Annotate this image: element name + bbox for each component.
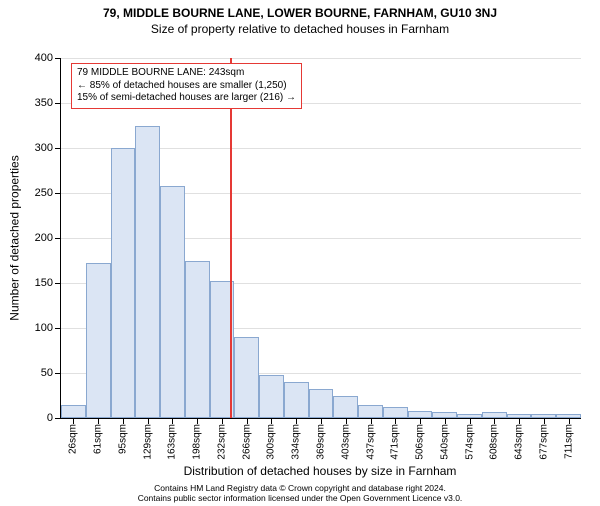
x-tick-label: 369sqm: [316, 424, 327, 460]
x-tick-label: 540sqm: [439, 424, 450, 460]
x-tick-label: 232sqm: [216, 424, 227, 460]
y-tick-label: 250: [35, 187, 61, 199]
annotation-line: ← 85% of detached houses are smaller (1,…: [77, 80, 296, 93]
annotation-line: 79 MIDDLE BOURNE LANE: 243sqm: [77, 67, 296, 80]
histogram-bar: [185, 261, 210, 419]
annotation-line: 15% of semi-detached houses are larger (…: [77, 92, 296, 105]
histogram-bar: [333, 396, 358, 419]
histogram-bar: [309, 389, 334, 418]
histogram-chart: 05010015020025030035040026sqm61sqm95sqm1…: [60, 58, 581, 419]
histogram-bar: [160, 186, 185, 418]
x-tick-label: 506sqm: [415, 424, 426, 460]
footer-attribution: Contains HM Land Registry data © Crown c…: [4, 484, 596, 504]
histogram-bar: [259, 375, 284, 418]
y-tick-label: 300: [35, 142, 61, 154]
y-tick-label: 350: [35, 97, 61, 109]
y-tick-label: 50: [41, 367, 61, 379]
x-tick-label: 711sqm: [563, 424, 574, 459]
y-tick-label: 200: [35, 232, 61, 244]
histogram-bar: [358, 405, 383, 419]
histogram-bar: [61, 405, 86, 419]
x-tick-label: 129sqm: [142, 424, 153, 460]
histogram-bar: [111, 148, 136, 418]
x-tick-label: 403sqm: [340, 424, 351, 460]
x-tick-label: 26sqm: [68, 424, 79, 454]
annotation-box: 79 MIDDLE BOURNE LANE: 243sqm← 85% of de…: [71, 63, 302, 109]
x-tick-label: 471sqm: [390, 424, 401, 460]
y-tick-label: 100: [35, 322, 61, 334]
chart-subtitle: Size of property relative to detached ho…: [0, 22, 600, 36]
histogram-bar: [135, 126, 160, 419]
x-tick-label: 198sqm: [192, 424, 203, 460]
x-tick-label: 334sqm: [291, 424, 302, 460]
reference-line: [230, 58, 232, 418]
x-tick-label: 608sqm: [489, 424, 500, 460]
x-tick-label: 300sqm: [266, 424, 277, 460]
x-tick-label: 61sqm: [93, 424, 104, 454]
histogram-bar: [234, 337, 259, 418]
grid-line: [61, 58, 581, 59]
histogram-bar: [408, 411, 433, 418]
histogram-bar: [86, 263, 111, 418]
footer-line-2: Contains public sector information licen…: [4, 494, 596, 504]
x-tick-label: 266sqm: [241, 424, 252, 460]
histogram-bar: [383, 407, 408, 418]
x-tick-label: 95sqm: [117, 424, 128, 454]
histogram-bar: [284, 382, 309, 418]
x-tick-label: 437sqm: [365, 424, 376, 460]
y-tick-label: 400: [35, 52, 61, 64]
x-tick-label: 574sqm: [464, 424, 475, 460]
y-axis-title: Number of detached properties: [8, 58, 22, 418]
x-tick-label: 677sqm: [538, 424, 549, 460]
y-tick-label: 0: [47, 412, 61, 424]
x-tick-label: 643sqm: [514, 424, 525, 460]
x-axis-title: Distribution of detached houses by size …: [60, 464, 580, 478]
page-title: 79, MIDDLE BOURNE LANE, LOWER BOURNE, FA…: [0, 6, 600, 20]
x-tick-label: 163sqm: [167, 424, 178, 460]
y-tick-label: 150: [35, 277, 61, 289]
